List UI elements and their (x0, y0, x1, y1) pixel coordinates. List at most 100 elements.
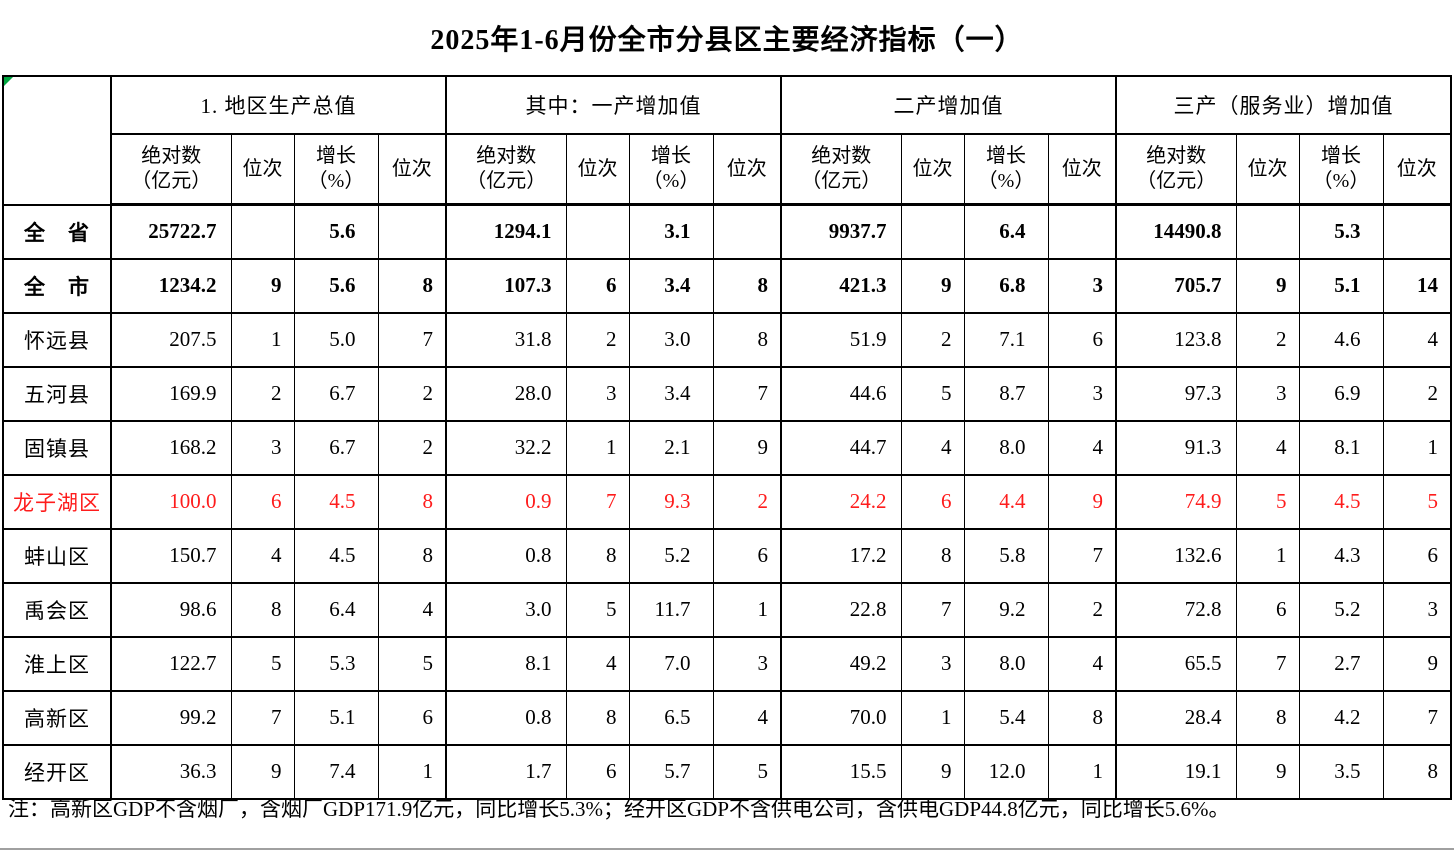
table-row: 全 市 1234.2 9 5.6 8 107.3 6 3.4 8 421.3 9 6.8 3 705.7 9… (2, 257, 1452, 314)
table-cell: 8 (377, 527, 447, 584)
table-cell: 2 (1047, 581, 1117, 638)
table-cell: 3 (1235, 365, 1300, 422)
table-cell: 3.4 (628, 365, 714, 422)
table-cell: 5 (377, 635, 447, 692)
table-cell: 4 (900, 419, 965, 476)
table-cell: 6 (565, 257, 630, 314)
table-cell: 5.6 (293, 203, 379, 260)
table-cell: 4 (377, 581, 447, 638)
table-cell: 12.0 (963, 743, 1049, 800)
table-row: 高新区 99.2 7 5.1 6 0.8 8 6.5 4 70.0 1 5.4 8 28.4 8 4.2 7 (2, 689, 1452, 746)
table-cell: 6.7 (293, 419, 379, 476)
table-cell: 4 (1235, 419, 1300, 476)
table-cell: 51.9 (780, 311, 902, 368)
table-cell: 1 (712, 581, 782, 638)
table-cell: 3.5 (1298, 743, 1384, 800)
header-sub-cell: 绝对数 （亿元） (445, 133, 567, 206)
table-cell (377, 203, 447, 260)
table-cell: 14490.8 (1115, 203, 1237, 260)
table-cell: 2 (712, 473, 782, 530)
table-cell: 5.1 (1298, 257, 1384, 314)
table-cell: 4.5 (293, 527, 379, 584)
table-cell: 7 (1382, 689, 1452, 746)
table-cell: 4 (1047, 419, 1117, 476)
header-sub-cell: 绝对数 （亿元） (780, 133, 902, 206)
table-cell: 9 (1047, 473, 1117, 530)
table-cell: 4.5 (293, 473, 379, 530)
table-cell: 8.1 (445, 635, 567, 692)
corner-flag-icon (4, 77, 13, 86)
table-cell: 5.4 (963, 689, 1049, 746)
table-cell: 8 (1382, 743, 1452, 800)
table-cell: 150.7 (110, 527, 232, 584)
table-cell: 6 (230, 473, 295, 530)
table-cell: 5.8 (963, 527, 1049, 584)
table-cell: 5 (712, 743, 782, 800)
table-cell: 8 (1235, 689, 1300, 746)
table-cell: 5.1 (293, 689, 379, 746)
table-cell: 100.0 (110, 473, 232, 530)
table-cell: 1.7 (445, 743, 567, 800)
table-cell: 132.6 (1115, 527, 1237, 584)
table-row: 固镇县 168.2 3 6.7 2 32.2 1 2.1 9 44.7 4 8.0 4 91.3 4 8.1 1 (2, 419, 1452, 476)
table-cell: 9.2 (963, 581, 1049, 638)
row-label: 禹会区 (2, 581, 112, 638)
table-cell: 7.4 (293, 743, 379, 800)
table-cell: 3.0 (445, 581, 567, 638)
table-cell (712, 203, 782, 260)
table-row: 淮上区 122.7 5 5.3 5 8.1 4 7.0 3 49.2 3 8.0 4 65.5 7 2.7 9 (2, 635, 1452, 692)
table-cell: 97.3 (1115, 365, 1237, 422)
header-sub-cell: 位次 (1235, 133, 1300, 206)
table-cell: 1234.2 (110, 257, 232, 314)
table-cell: 6.7 (293, 365, 379, 422)
row-label: 全 省 (2, 203, 112, 260)
table-header: 1. 地区生产总值 其中：一产增加值 二产增加值 三产（服务业）增加值 绝对数 （亿元）… (2, 75, 1452, 206)
table-cell: 8 (377, 473, 447, 530)
table-cell: 5 (230, 635, 295, 692)
table-cell: 122.7 (110, 635, 232, 692)
table-cell: 7 (565, 473, 630, 530)
table-cell: 1 (230, 311, 295, 368)
table-cell (230, 203, 295, 260)
row-label: 固镇县 (2, 419, 112, 476)
table-cell: 169.9 (110, 365, 232, 422)
table-cell: 4.5 (1298, 473, 1384, 530)
row-label: 五河县 (2, 365, 112, 422)
table-cell: 5.2 (1298, 581, 1384, 638)
table-cell: 14 (1382, 257, 1452, 314)
table-cell: 8 (712, 311, 782, 368)
table-cell: 2 (230, 365, 295, 422)
table-cell: 8 (230, 581, 295, 638)
table-cell: 9 (900, 743, 965, 800)
table-cell: 2 (1235, 311, 1300, 368)
table-cell: 1294.1 (445, 203, 567, 260)
table-cell: 9 (1235, 743, 1300, 800)
table-cell: 6.5 (628, 689, 714, 746)
table-cell (1047, 203, 1117, 260)
table-cell: 9 (712, 419, 782, 476)
table-cell: 7.1 (963, 311, 1049, 368)
table-cell: 28.0 (445, 365, 567, 422)
table-row: 全 省 25722.7 5.6 1294.1 3.1 9937.7 6.4 14490.8 5.… (2, 203, 1452, 260)
table-cell: 9 (230, 743, 295, 800)
header-sub-cell: 增长 （%） (293, 133, 379, 206)
table-cell: 25722.7 (110, 203, 232, 260)
table-cell: 1 (900, 689, 965, 746)
table-cell (565, 203, 630, 260)
header-sub-cell: 位次 (712, 133, 782, 206)
table-cell: 0.9 (445, 473, 567, 530)
table-cell: 15.5 (780, 743, 902, 800)
table-cell: 4 (712, 689, 782, 746)
table-cell: 17.2 (780, 527, 902, 584)
header-sub-cell: 增长 （%） (628, 133, 714, 206)
table-cell: 3.1 (628, 203, 714, 260)
table-cell: 49.2 (780, 635, 902, 692)
table-cell: 8 (900, 527, 965, 584)
table-cell: 5.3 (1298, 203, 1384, 260)
table-cell: 6.9 (1298, 365, 1384, 422)
table-cell (1382, 203, 1452, 260)
table-cell: 19.1 (1115, 743, 1237, 800)
table-cell: 4 (230, 527, 295, 584)
table-row: 经开区 36.3 9 7.4 1 1.7 6 5.7 5 15.5 9 12.0 1 19.1 9 3.5 8 (2, 743, 1452, 800)
table-cell: 8 (565, 527, 630, 584)
